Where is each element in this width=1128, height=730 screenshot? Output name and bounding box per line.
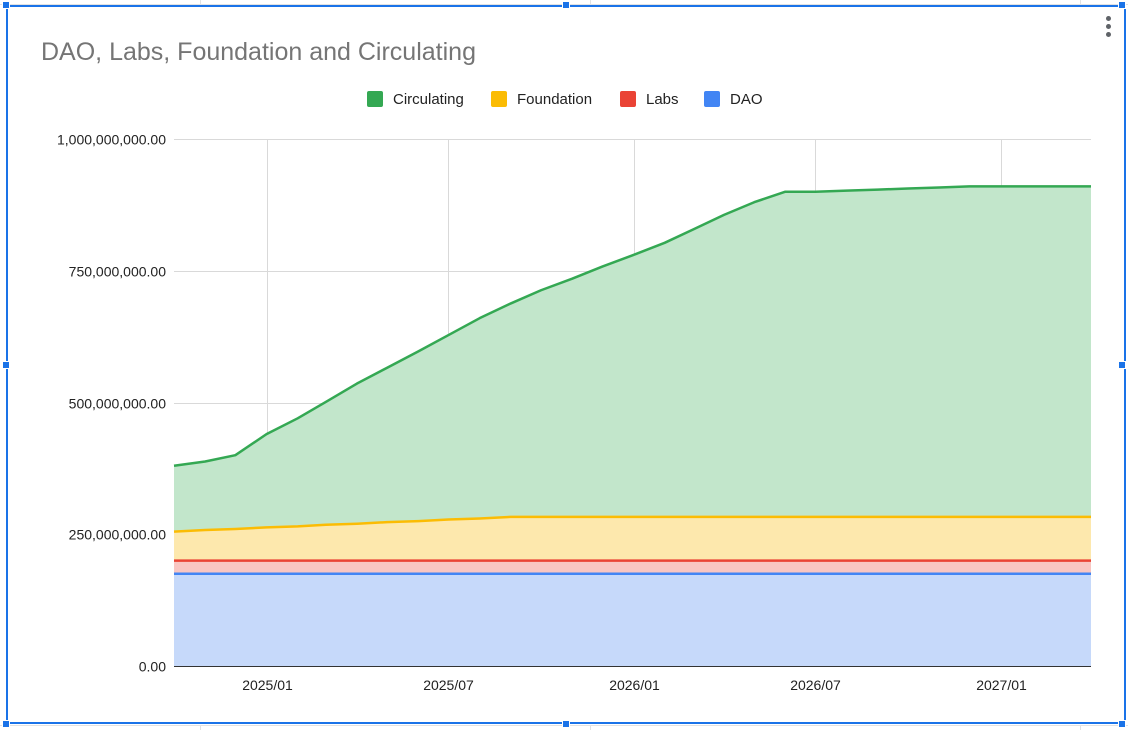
legend-label-circulating: Circulating: [393, 90, 464, 108]
chart-legend: Circulating Foundation Labs DAO: [0, 88, 1128, 112]
area-layer: [174, 186, 1091, 666]
x-tick-label: 2026/01: [609, 677, 660, 693]
resize-handle-top-right[interactable]: [1118, 1, 1126, 9]
legend-item-dao[interactable]: DAO: [704, 88, 763, 110]
line-layer: [173, 185, 1091, 576]
legend-swatch-circulating: [367, 91, 383, 107]
legend-item-circulating[interactable]: Circulating: [367, 88, 464, 110]
x-tick-label: 2026/07: [790, 677, 841, 693]
x-tick-label: 2025/07: [423, 677, 474, 693]
resize-handle-top-center[interactable]: [562, 1, 570, 9]
x-tick-label: 2025/01: [242, 677, 293, 693]
axis-layer: 0.00 250,000,000.00 500,000,000.00 750,000,…: [57, 132, 1091, 693]
legend-item-foundation[interactable]: Foundation: [491, 88, 592, 110]
legend-item-labs[interactable]: Labs: [620, 88, 679, 110]
line-foundation[interactable]: [173, 515, 1091, 533]
y-tick-label: 500,000,000.00: [69, 396, 167, 412]
chart-title: DAO, Labs, Foundation and Circulating: [41, 38, 476, 66]
resize-handle-middle-right[interactable]: [1118, 361, 1126, 369]
area-labs[interactable]: [174, 560, 1091, 574]
resize-handle-middle-left[interactable]: [2, 361, 10, 369]
resize-handle-top-left[interactable]: [2, 1, 10, 9]
resize-handle-bottom-right[interactable]: [1118, 720, 1126, 728]
legend-swatch-labs: [620, 91, 636, 107]
y-tick-label: 750,000,000.00: [69, 264, 167, 280]
resize-handle-bottom-center[interactable]: [562, 720, 570, 728]
legend-label-dao: DAO: [730, 90, 763, 108]
resize-handle-bottom-left[interactable]: [2, 720, 10, 728]
area-foundation[interactable]: [174, 516, 1091, 561]
y-tick-label: 1,000,000,000.00: [57, 132, 166, 148]
x-tick-label: 2027/01: [976, 677, 1027, 693]
y-tick-label: 0.00: [139, 659, 166, 675]
legend-swatch-dao: [704, 91, 720, 107]
legend-swatch-foundation: [491, 91, 507, 107]
legend-label-labs: Labs: [646, 90, 679, 108]
legend-label-foundation: Foundation: [517, 90, 593, 108]
chart-menu-icon[interactable]: [1101, 14, 1115, 40]
area-circulating[interactable]: [174, 186, 1091, 532]
y-tick-label: 250,000,000.00: [69, 527, 167, 543]
area-dao[interactable]: [174, 573, 1091, 666]
line-circulating[interactable]: [173, 185, 1091, 467]
